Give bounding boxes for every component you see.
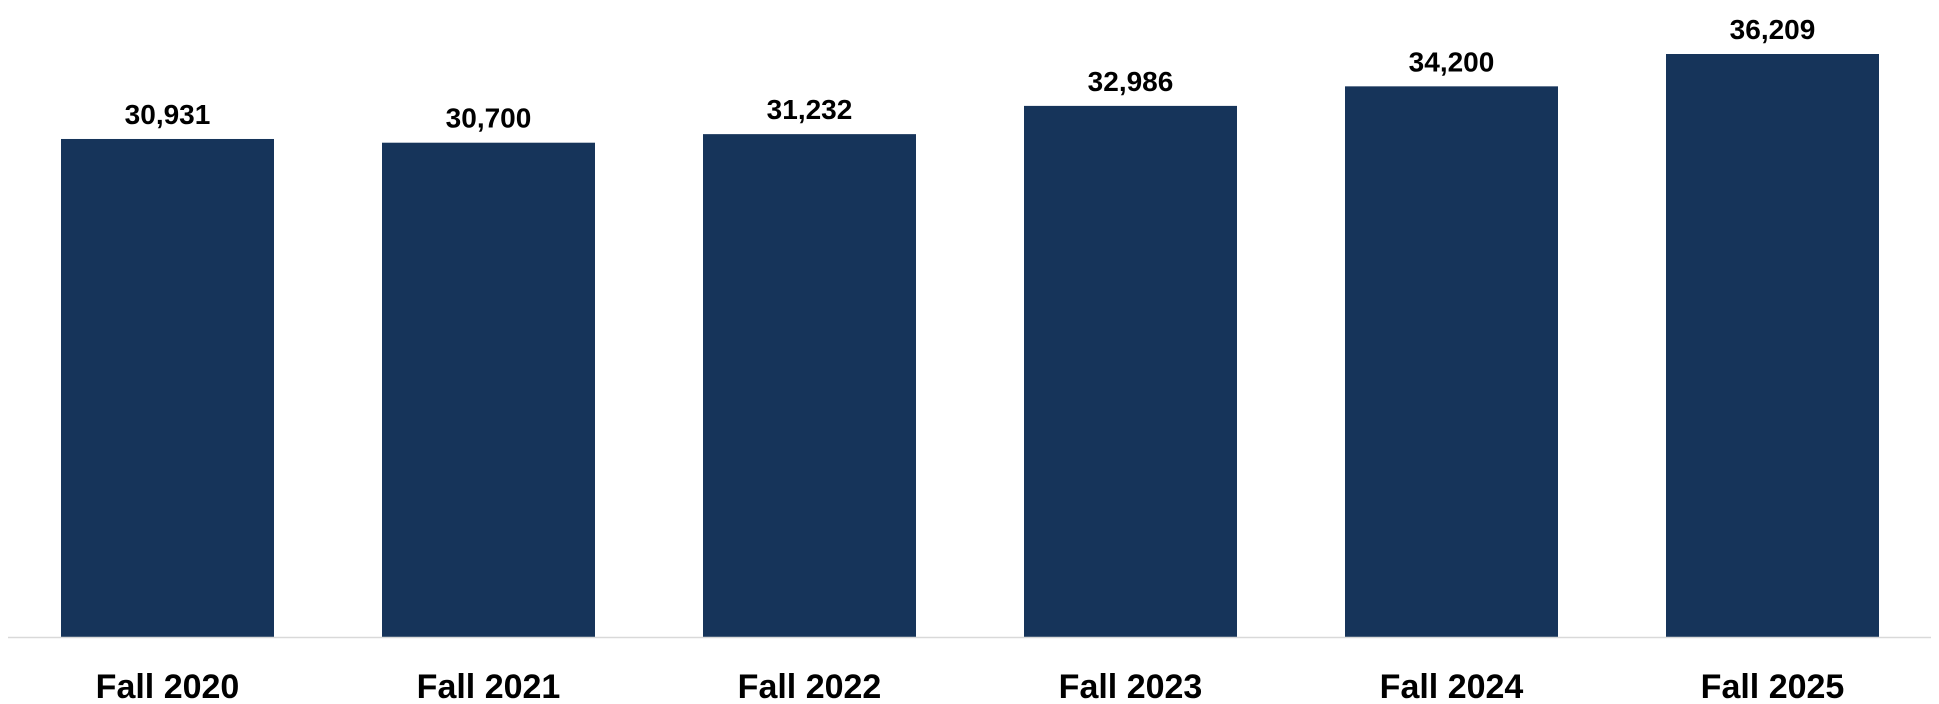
- bar-fall-2021: [382, 142, 595, 637]
- bar-value-label-fall-2022: 31,232: [767, 94, 853, 125]
- category-label-fall-2024: Fall 2024: [1380, 668, 1524, 704]
- category-label-fall-2020: Fall 2020: [96, 668, 240, 704]
- category-labels-layer: Fall 2020 Fall 2021 Fall 2022 Fall 2023 Fall…: [96, 668, 1845, 704]
- bar-fall-2025: [1666, 54, 1879, 637]
- value-labels-layer: 30,931 30,700 31,232 32,986 34,200 36,209: [125, 14, 1816, 134]
- bar-fall-2022: [703, 134, 916, 637]
- bars-layer: [61, 54, 1879, 638]
- bar-value-label-fall-2024: 34,200: [1409, 46, 1495, 77]
- bar-value-label-fall-2020: 30,931: [125, 99, 211, 130]
- category-label-fall-2021: Fall 2021: [417, 668, 561, 704]
- category-label-fall-2025: Fall 2025: [1701, 668, 1845, 704]
- bar-value-label-fall-2025: 36,209: [1730, 14, 1816, 45]
- bar-fall-2020: [61, 138, 274, 638]
- bar-value-label-fall-2023: 32,986: [1088, 66, 1174, 97]
- bar-fall-2024: [1345, 86, 1558, 637]
- category-label-fall-2022: Fall 2022: [738, 668, 882, 704]
- category-label-fall-2023: Fall 2023: [1059, 668, 1203, 704]
- bar-value-label-fall-2021: 30,700: [446, 103, 532, 134]
- bar-fall-2023: [1024, 105, 1237, 637]
